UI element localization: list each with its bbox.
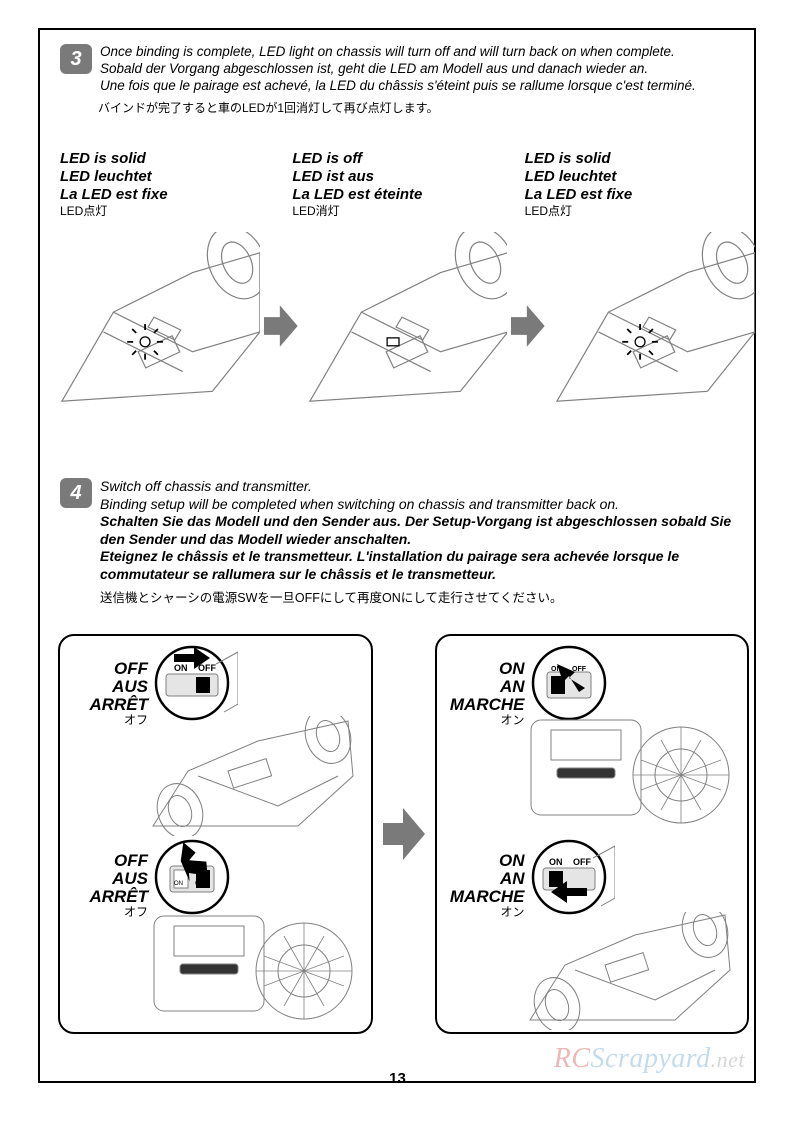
off-l1: OFF xyxy=(114,659,148,678)
wm-net: .net xyxy=(711,1047,745,1072)
step4-en1: Switch off chassis and transmitter. xyxy=(100,478,745,496)
on-l2b: AN xyxy=(500,869,525,888)
off-jpb: オフ xyxy=(66,906,148,919)
chassis-diagram-3 xyxy=(549,232,755,420)
led-state-labels: LED is solid LED leuchtet La LED est fix… xyxy=(60,150,749,218)
off-jp: オフ xyxy=(66,714,148,727)
off-l2: AUS xyxy=(112,677,148,696)
led1-de: LED leuchtet xyxy=(60,168,152,185)
switch-on-text: ON xyxy=(549,857,563,867)
watermark: RCScrapyard.net xyxy=(554,1043,745,1075)
led3-de: LED leuchtet xyxy=(525,168,617,185)
off-l2b: AUS xyxy=(112,869,148,888)
switch-on-text: ON xyxy=(174,663,188,673)
step4-de: Schalten Sie das Modell und den Sender a… xyxy=(100,513,745,548)
chassis-diagram-1 xyxy=(54,232,260,420)
step-3: 3 Once binding is complete, LED light on… xyxy=(60,44,745,116)
step-4-text: Switch off chassis and transmitter. Bind… xyxy=(100,478,745,607)
on-jpb: オン xyxy=(443,906,525,919)
switch-off-bottom-diagram: ON OFF xyxy=(152,838,238,916)
led-off-icon xyxy=(387,338,399,346)
led2-fr: La LED est éteinte xyxy=(292,186,422,203)
switch-off-text: OFF xyxy=(573,857,591,867)
led1-en: LED is solid xyxy=(60,150,146,167)
switch-on-bottom-diagram: ON OFF xyxy=(529,838,615,916)
led1-fr: La LED est fixe xyxy=(60,186,168,203)
off-label-bottom: OFF AUS ARRÊT オフ xyxy=(66,852,148,918)
led2-de: LED ist aus xyxy=(292,168,374,185)
on-jp: オン xyxy=(443,714,525,727)
chassis-small-diagram xyxy=(525,912,735,1030)
switch-off-text: OFF xyxy=(195,881,207,887)
step3-fr: Une fois que le pairage est achevé, la L… xyxy=(100,78,745,95)
step-4-badge: 4 xyxy=(60,478,92,508)
chassis-diagram-2 xyxy=(302,232,508,420)
off-label-top: OFF AUS ARRÊT オフ xyxy=(66,660,148,726)
led-label-1: LED is solid LED leuchtet La LED est fix… xyxy=(60,150,284,218)
chassis-led-sequence xyxy=(54,232,755,420)
led3-jp: LED点灯 xyxy=(525,204,749,218)
step3-jp: バインドが完了すると車のLEDが1回消灯して再び点灯します。 xyxy=(98,99,745,116)
off-l3b: ARRÊT xyxy=(89,887,148,906)
wm-rc: RC xyxy=(554,1043,591,1074)
on-l3b: MARCHE xyxy=(450,887,525,906)
switch-panels: OFF AUS ARRÊT オフ ON OFF xyxy=(58,634,749,1034)
transmitter-diagram xyxy=(521,710,735,830)
off-l1b: OFF xyxy=(114,851,148,870)
off-l3: ARRÊT xyxy=(89,695,148,714)
on-label-top: ON AN MARCHE オン xyxy=(443,660,525,726)
step-4: 4 Switch off chassis and transmitter. Bi… xyxy=(60,478,745,607)
arrow-right-icon xyxy=(264,303,298,349)
switch-off-text: OFF xyxy=(198,663,216,673)
chassis-small-diagram xyxy=(148,716,358,836)
led2-jp: LED消灯 xyxy=(292,204,516,218)
arrow-right-icon xyxy=(383,806,425,862)
on-l2: AN xyxy=(500,677,525,696)
led-on-icon xyxy=(127,324,163,360)
step-3-badge: 3 xyxy=(60,44,92,74)
on-l1: ON xyxy=(499,659,525,678)
wm-sy: Scrapyard xyxy=(591,1043,711,1074)
led2-en: LED is off xyxy=(292,150,362,167)
step4-fr: Eteignez le châssis et le transmetteur. … xyxy=(100,548,745,583)
led-on-icon xyxy=(622,324,658,360)
panel-on: ON AN MARCHE オン ON OFF xyxy=(435,634,750,1034)
led3-en: LED is solid xyxy=(525,150,611,167)
step-3-text: Once binding is complete, LED light on c… xyxy=(100,44,745,95)
panel-off: OFF AUS ARRÊT オフ ON OFF xyxy=(58,634,373,1034)
step3-de: Sobald der Vorgang abgeschlossen ist, ge… xyxy=(100,61,745,78)
step4-en2: Binding setup will be completed when swi… xyxy=(100,496,745,514)
on-l1b: ON xyxy=(499,851,525,870)
on-label-bottom: ON AN MARCHE オン xyxy=(443,852,525,918)
transmitter-diagram xyxy=(144,906,358,1026)
led3-fr: La LED est fixe xyxy=(525,186,633,203)
on-l3: MARCHE xyxy=(450,695,525,714)
step4-jp: 送信機とシャーシの電源SWを一旦OFFにして再度ONにして走行させてください。 xyxy=(100,591,745,607)
led1-jp: LED点灯 xyxy=(60,204,284,218)
led-label-2: LED is off LED ist aus La LED est éteint… xyxy=(292,150,516,218)
switch-off-top-diagram: ON OFF xyxy=(152,644,238,722)
arrow-right-icon xyxy=(511,303,545,349)
switch-on-text: ON xyxy=(174,881,183,887)
step3-en: Once binding is complete, LED light on c… xyxy=(100,44,745,61)
led-label-3: LED is solid LED leuchtet La LED est fix… xyxy=(525,150,749,218)
